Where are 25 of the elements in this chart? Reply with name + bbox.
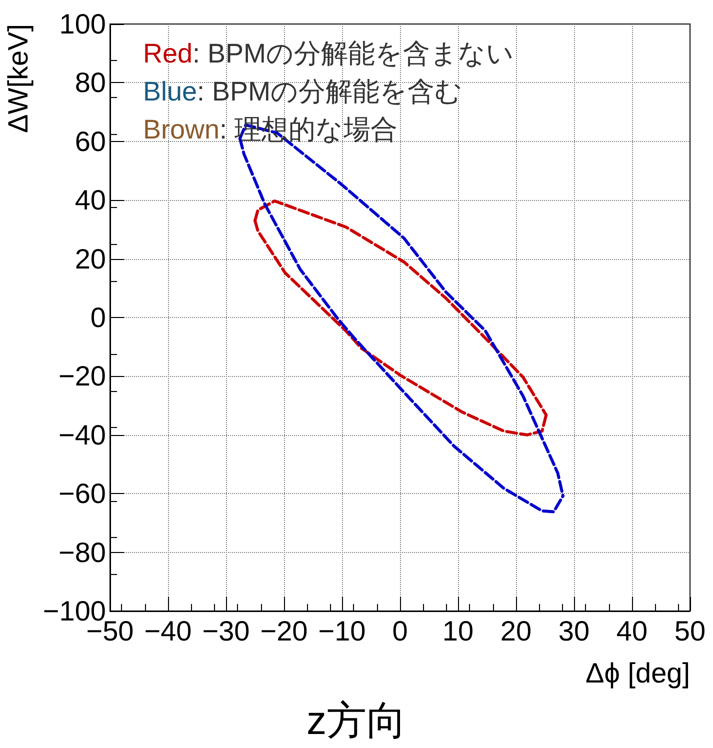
x-tick-label: 10: [442, 616, 474, 646]
y-tick-label: 60: [74, 126, 106, 157]
annotation: Red: BPMの分解能を含まない: [143, 38, 514, 68]
y-tick-label: 20: [74, 243, 106, 274]
y-tick-label: −60: [58, 478, 106, 510]
x-tick-label: 40: [616, 616, 648, 646]
x-tick-label: −20: [260, 616, 308, 646]
annotation: Blue: BPMの分解能を含む: [143, 76, 463, 106]
y-tick-label: −80: [58, 536, 106, 568]
text: z方向: [306, 699, 406, 743]
y-axis-title: ΔW[keV]: [2, 24, 34, 133]
y-tick-label: −40: [58, 419, 106, 450]
x-axis-title: Δϕ [deg]: [586, 658, 690, 688]
y-tick-label: −20: [58, 360, 106, 392]
y-tick-label: 80: [74, 67, 106, 98]
x-tick-label: 20: [500, 616, 532, 646]
x-tick-label: 0: [392, 616, 408, 646]
x-tick-label: 50: [674, 616, 706, 646]
y-tick-label: 100: [59, 8, 106, 40]
y-tick-label: 40: [74, 184, 106, 216]
x-tick-label: −10: [318, 616, 366, 646]
x-tick-label: −40: [144, 616, 192, 646]
x-tick-label: 30: [558, 616, 590, 646]
y-tick-label: 0: [90, 302, 106, 333]
x-tick-label: −30: [202, 616, 250, 646]
